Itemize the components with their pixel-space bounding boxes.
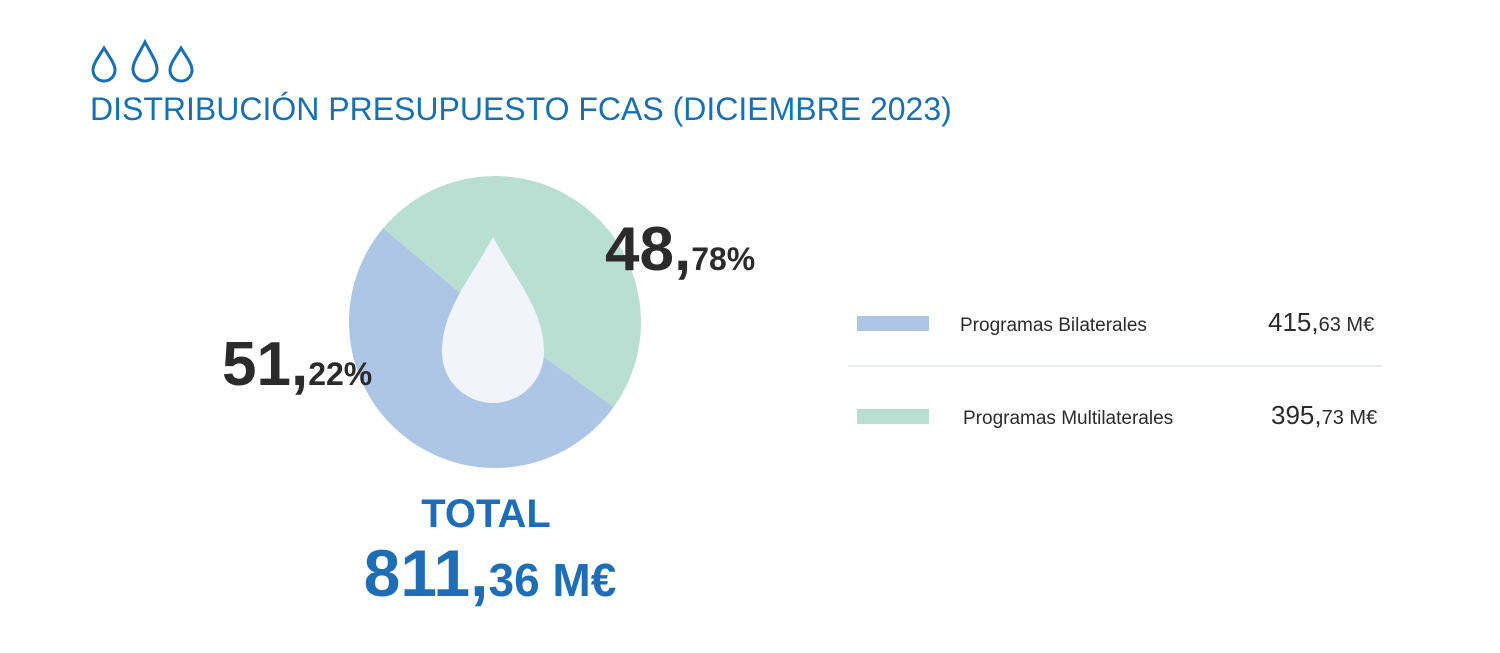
slice-label: 51,22% [222, 330, 372, 399]
legend-label: Programas Bilaterales [960, 315, 1147, 336]
chart-title: DISTRIBUCIÓN PRESUPUESTO FCAS (DICIEMBRE… [90, 91, 952, 127]
amount: 395,73 M€ [1271, 400, 1377, 430]
legend-swatch [857, 316, 929, 331]
legend-label: Programas Multilaterales [963, 408, 1173, 429]
slice-label: 48,78% [605, 215, 755, 284]
legend: Programas Bilaterales 415,63 M€ Programas … [857, 307, 1377, 430]
title-icons [91, 38, 194, 83]
total-value: 811,36 M€ [364, 536, 617, 610]
drop-icon [442, 237, 544, 403]
amount: 415,63 M€ [1268, 307, 1374, 337]
legend-swatch [857, 409, 929, 424]
total-label: TOTAL [421, 492, 551, 536]
